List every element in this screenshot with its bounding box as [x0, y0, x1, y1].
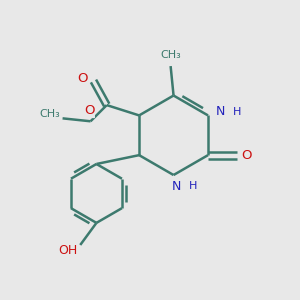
Text: CH₃: CH₃: [160, 50, 181, 60]
Text: H: H: [189, 181, 197, 191]
Text: O: O: [77, 71, 88, 85]
Text: OH: OH: [58, 244, 77, 257]
Text: N: N: [216, 105, 225, 119]
Text: O: O: [241, 149, 251, 162]
Text: CH₃: CH₃: [40, 109, 61, 119]
Text: H: H: [233, 107, 241, 117]
Text: O: O: [84, 104, 94, 118]
Text: N: N: [172, 180, 181, 193]
